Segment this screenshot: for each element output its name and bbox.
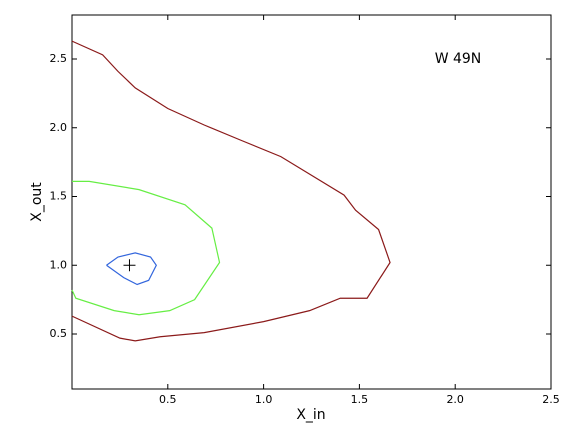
x-tick-label: 1.5 — [351, 393, 369, 406]
x-tick-label: 1.0 — [255, 393, 273, 406]
x-tick-label: 0.5 — [159, 393, 177, 406]
contour-line — [106, 252, 158, 286]
plot-frame — [71, 14, 552, 390]
y-tick-label: 2.5 — [50, 52, 68, 65]
x-tick-label: 2.5 — [542, 393, 560, 406]
annotation: W 49N — [435, 51, 482, 67]
contour-line — [71, 40, 391, 342]
y-tick-label: 2.0 — [50, 121, 68, 134]
contour-line — [71, 180, 221, 316]
y-tick-label: 1.0 — [50, 258, 68, 271]
x-tick-label: 2.0 — [446, 393, 464, 406]
y-tick-label: 0.5 — [50, 327, 68, 340]
marker — [123, 259, 136, 272]
y-axis-label: X_out — [29, 182, 45, 222]
y-tick-label: 1.5 — [50, 190, 68, 203]
x-axis-label: X_in — [296, 407, 325, 423]
